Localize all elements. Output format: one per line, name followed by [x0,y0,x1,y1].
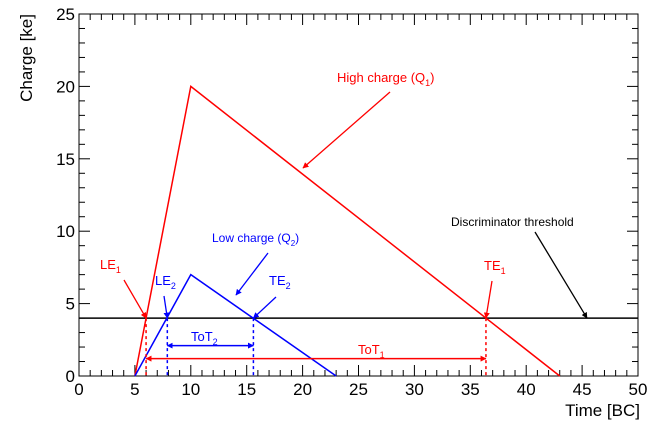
y-tick-label: 25 [56,5,75,24]
x-tick-label: 20 [293,380,312,399]
le1-label: LE1 [100,257,121,275]
x-tick-label: 35 [461,380,480,399]
tot1-label: ToT1 [358,342,385,360]
le2-pointer-arrow [163,295,170,319]
x-tick-label: 50 [629,380,648,399]
le2-label: LE2 [155,273,176,291]
high-charge-pointer-arrow [302,91,391,169]
chart-marks [79,85,638,377]
x-tick-label: 25 [349,380,368,399]
y-axis-label: Charge [ke] [17,14,36,102]
low-charge-pointer-arrow [235,252,269,296]
high-charge-label: High charge (Q1) [337,70,435,88]
te1-label: TE1 [484,258,506,276]
y-tick-label: 5 [66,295,75,314]
x-tick-label: 10 [181,380,200,399]
x-tick-label: 15 [237,380,256,399]
x-tick-label: 45 [573,380,592,399]
low-charge-label: Low charge (Q2) [212,231,299,248]
x-axis: 0 5 10 15 20 25 30 35 40 45 50 [74,14,647,399]
high-charge-line [134,85,561,377]
y-tick-label: 10 [56,222,75,241]
x-tick-label: 0 [74,380,83,399]
x-tick-label: 30 [405,380,424,399]
te2-label: TE2 [269,273,291,291]
le1-pointer-arrow [123,279,147,319]
y-tick-label: 0 [66,367,75,386]
tot2-label: ToT2 [191,329,218,347]
x-tick-label: 5 [130,380,139,399]
plot-frame [78,13,639,377]
low-charge-line [134,273,337,377]
te2-pointer-arrow [252,296,277,319]
x-tick-label: 40 [517,380,536,399]
te1-pointer-arrow [483,280,493,319]
y-tick-label: 15 [56,150,75,169]
threshold-pointer-arrow [534,231,588,319]
x-axis-label: Time [BC] [565,401,640,420]
threshold-label: Discriminator threshold [451,215,574,229]
y-tick-label: 20 [56,77,75,96]
y-axis: 0 5 10 15 20 25 [56,5,638,386]
